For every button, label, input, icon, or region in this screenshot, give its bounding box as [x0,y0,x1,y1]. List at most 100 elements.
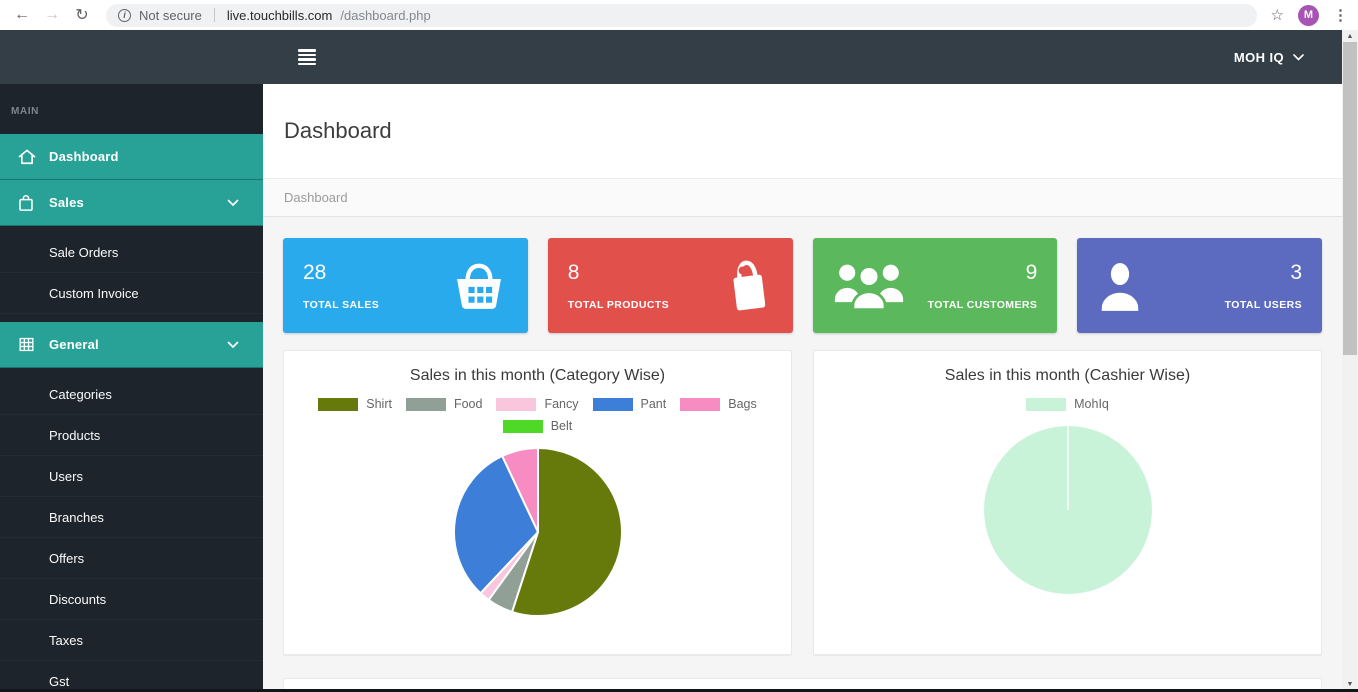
chart-legend: MohIq [833,397,1303,411]
sidebar-item-sales[interactable]: Sales [0,180,263,226]
sidebar-item-custom-invoice[interactable]: Custom Invoice [0,273,263,314]
bookmark-star-icon[interactable]: ☆ [1270,7,1284,24]
pie-chart-area [814,423,1321,597]
stat-card-total-sales: 28 TOTAL SALES [283,238,528,333]
sidebar-item-general[interactable]: General [0,322,263,368]
legend-label: Pant [640,397,667,411]
grid-icon [17,335,37,355]
sidebar-item-users[interactable]: Users [0,456,263,497]
pie-chart-area [284,445,791,619]
legend-item-belt[interactable]: Belt [502,419,573,433]
legend-item-shirt[interactable]: Shirt [318,397,392,411]
sidebar-item-dashboard[interactable]: Dashboard [0,134,263,180]
sidebar-submenu: Categories Products Users Branches Offers Dis… [0,368,263,692]
site-info-icon[interactable]: i [118,8,131,22]
customers-group-icon [833,262,905,310]
address-bar[interactable]: i Not secure live.touchbills.com/dashboa… [106,3,1257,27]
pie-slice-shirt[interactable] [510,447,623,617]
legend-label: Shirt [366,397,392,411]
sidebar-item-label: Dashboard [49,149,119,164]
browser-back-icon[interactable]: ← [14,6,30,23]
sales-bag-icon [17,193,37,213]
legend-swatch [496,397,537,411]
sidebar-item-offers[interactable]: Offers [0,538,263,579]
legend-label: Belt [550,419,573,433]
pie-slice-pant[interactable] [452,454,539,595]
legend-swatch [592,397,633,411]
stat-value: 28 [303,260,327,284]
legend-item-pant[interactable]: Pant [592,397,667,411]
sidebar-item-taxes[interactable]: Taxes [0,620,263,661]
scrollbar-up-arrow-icon[interactable]: ▲ [1346,32,1354,40]
browser-toolbar: ← → ↻ i Not secure live.touchbills.com/d… [0,0,1358,30]
user-icon [1097,261,1143,311]
sidebar-item-branches[interactable]: Branches [0,497,263,538]
chart-title: Sales in this month (Category Wise) [409,367,666,384]
chevron-down-icon [227,199,239,207]
user-menu-label: MOH IQ [1233,49,1284,65]
user-menu-dropdown[interactable]: MOH IQ [1234,50,1304,65]
pie-slice-bags[interactable] [500,447,539,533]
stat-label: TOTAL SALES [303,298,380,311]
stat-value: 9 [1025,260,1038,284]
sidebar-menu: Dashboard Sales Sale Orders Custom Invoice G… [0,134,263,692]
sidebar-toggle-icon[interactable] [298,49,316,65]
sidebar-item-categories[interactable]: Categories [0,374,263,415]
legend-label: MohIq [1074,397,1109,411]
browser-forward-icon[interactable]: → [44,6,60,23]
basket-icon [450,261,508,311]
stat-text: 8 TOTAL PRODUCTS [568,261,669,311]
pie-chart[interactable] [981,423,1155,597]
browser-menu-icon[interactable]: ⋮ [1333,7,1348,24]
scrollbar-down-arrow-icon[interactable]: ▼ [1346,680,1354,688]
legend-item-mohiq[interactable]: MohIq [1026,397,1109,411]
chart-card-sales-in-this-month-cashier-wise: Sales in this month (Cashier Wise) MohIq [813,350,1322,655]
page-header: Dashboard [263,84,1342,178]
stat-text: 9 TOTAL CUSTOMERS [928,261,1038,311]
stat-label: TOTAL CUSTOMERS [927,298,1038,311]
stat-text: 28 TOTAL SALES [303,261,379,311]
chevron-down-icon [1293,53,1304,61]
stat-text: 3 TOTAL USERS [1225,261,1302,311]
sidebar-item-gst[interactable]: Gst [0,661,263,692]
sidebar-section-label: MAIN [11,106,39,117]
legend-swatch [318,397,359,411]
scrollbar-thumb[interactable] [1343,42,1357,355]
stat-card-total-customers: 9 TOTAL CUSTOMERS [812,238,1058,333]
chart-card-sales-in-this-month-category-wise: Sales in this month (Category Wise) Shirt… [283,350,792,655]
legend-label: Food [453,397,483,411]
url-divider [213,8,215,22]
shopping-bag-icon [723,257,773,315]
legend-item-food[interactable]: Food [405,397,483,411]
chart-legend: Shirt Food Fancy Pant Bags Belt [303,397,773,433]
stats-row: 28 TOTAL SALES 8 TOTAL PRODUCTS 9 TOTAL CUSTO… [283,238,1322,333]
sidebar-item-products[interactable]: Products [0,415,263,456]
browser-reload-icon[interactable]: ↻ [75,7,89,24]
stat-value: 3 [1290,260,1302,284]
stat-label: TOTAL USERS [1224,298,1302,311]
sidebar-item-label: General [49,337,99,352]
charts-row: Sales in this month (Category Wise) Shirt… [283,350,1322,655]
chart-title: Sales in this month (Cashier Wise) [944,367,1191,384]
legend-label: Bags [728,397,757,411]
browser-profile-avatar[interactable]: M [1298,4,1319,26]
url-path: /dashboard.php [340,7,431,23]
stat-value: 8 [567,260,580,284]
breadcrumb[interactable]: Dashboard [284,190,348,205]
stat-label: TOTAL PRODUCTS [567,298,670,311]
url-domain: live.touchbills.com [226,7,333,23]
chevron-down-icon [227,341,239,349]
pie-chart[interactable] [451,445,625,619]
stat-card-total-products: 8 TOTAL PRODUCTS [547,238,793,333]
sidebar-item-discounts[interactable]: Discounts [0,579,263,620]
screen-bottom-edge [0,689,1358,692]
page-scrollbar[interactable]: ▲ ▼ [1342,30,1358,692]
legend-swatch [405,397,446,411]
legend-item-fancy[interactable]: Fancy [496,397,579,411]
sidebar-item-sale-orders[interactable]: Sale Orders [0,232,263,273]
stat-card-total-users: 3 TOTAL USERS [1077,238,1322,333]
legend-item-bags[interactable]: Bags [680,397,757,411]
legend-label: Fancy [544,397,579,411]
breadcrumb-bar: Dashboard [263,178,1342,217]
sidebar-item-label: Sales [49,195,84,210]
